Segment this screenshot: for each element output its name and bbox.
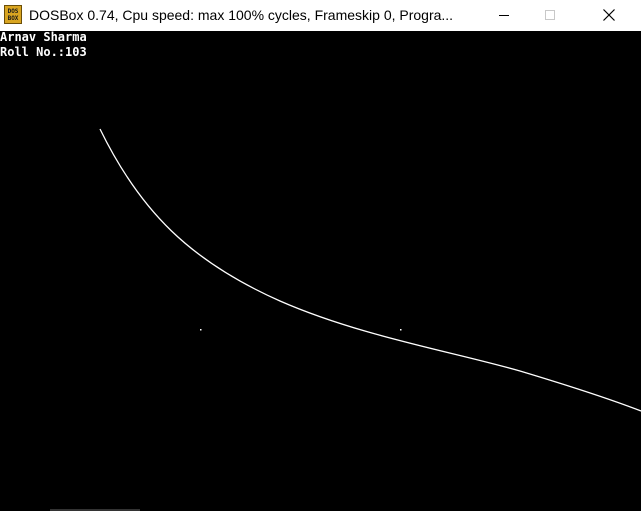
curve-canvas <box>50 128 641 511</box>
icon-text-bottom: BOX <box>7 14 19 22</box>
roll-number-text: Roll No.:103 <box>0 45 87 59</box>
icon-text-top: DOS <box>7 7 19 15</box>
student-name-text: Arnav Sharma <box>0 31 87 44</box>
drawn-curve <box>99 128 641 412</box>
pixel-dot <box>400 329 402 331</box>
pixel-dot <box>200 329 202 331</box>
close-button[interactable] <box>586 0 632 30</box>
minimize-icon <box>499 15 509 16</box>
window-title: DOSBox 0.74, Cpu speed: max 100% cycles,… <box>29 7 454 23</box>
dosbox-icon[interactable]: DOS BOX <box>4 5 22 24</box>
minimize-button[interactable] <box>481 0 527 30</box>
title-bar[interactable]: DOS BOX DOSBox 0.74, Cpu speed: max 100%… <box>0 0 641 31</box>
pixel-dot <box>50 509 140 511</box>
close-icon <box>603 9 615 21</box>
dos-screen[interactable]: Arnav Sharma Roll No.:103 <box>0 31 641 511</box>
maximize-button[interactable] <box>527 0 573 30</box>
maximize-icon <box>545 10 555 20</box>
